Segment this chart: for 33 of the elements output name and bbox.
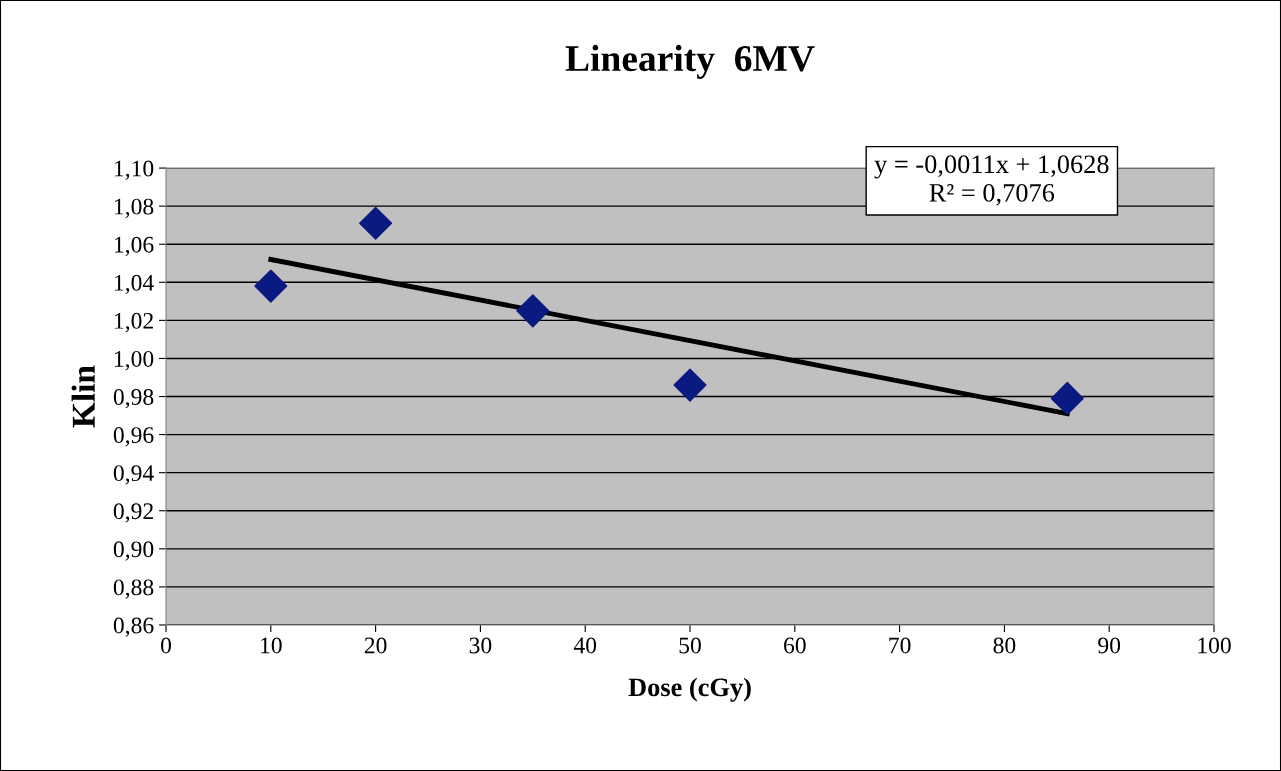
x-tick-label: 30 <box>469 637 492 654</box>
x-tick-label: 50 <box>679 637 701 654</box>
y-tick-label: 1,02 <box>114 312 153 333</box>
x-tick-label: 100 <box>1198 637 1231 654</box>
x-tick-label: 40 <box>573 637 597 654</box>
x-tick-label: 70 <box>889 637 911 654</box>
x-axis-title: Dose (cGy) <box>628 677 751 702</box>
y-axis-title: Klin <box>71 365 95 428</box>
point <box>254 269 288 303</box>
x-tick-label: 10 <box>261 637 282 654</box>
x-tick-label: 60 <box>784 637 806 654</box>
x-tick-label: 90 <box>1098 637 1121 654</box>
point <box>516 294 550 328</box>
y-tick-label: 1,08 <box>114 198 154 218</box>
y-tick-label: 0,86 <box>113 617 154 637</box>
y-tick-label: 1,00 <box>114 350 154 371</box>
chart-title: Linearity 6MV <box>565 44 815 79</box>
y-tick-label: 1,10 <box>114 160 154 180</box>
annotation: y = -0,0011x + 1,0628 R² = 0,7076 <box>874 155 1109 206</box>
point <box>673 368 707 402</box>
y-tick-label: 0,98 <box>113 389 154 409</box>
y-tick-label: 1,06 <box>114 236 154 257</box>
y-tick-label: 0,96 <box>113 427 154 447</box>
y-tick-label: 0,90 <box>113 541 154 561</box>
y-tick-label: 1,04 <box>114 274 154 295</box>
y-tick-label: 0,94 <box>113 465 154 485</box>
point <box>359 206 393 240</box>
y-tick-label: 0,88 <box>113 579 154 599</box>
x-tick-label: 20 <box>364 637 387 654</box>
point <box>1050 381 1084 415</box>
x-tick-label: 0 <box>161 637 172 654</box>
y-tick-label: 0,92 <box>113 503 153 523</box>
x-tick-label: 80 <box>993 637 1016 654</box>
